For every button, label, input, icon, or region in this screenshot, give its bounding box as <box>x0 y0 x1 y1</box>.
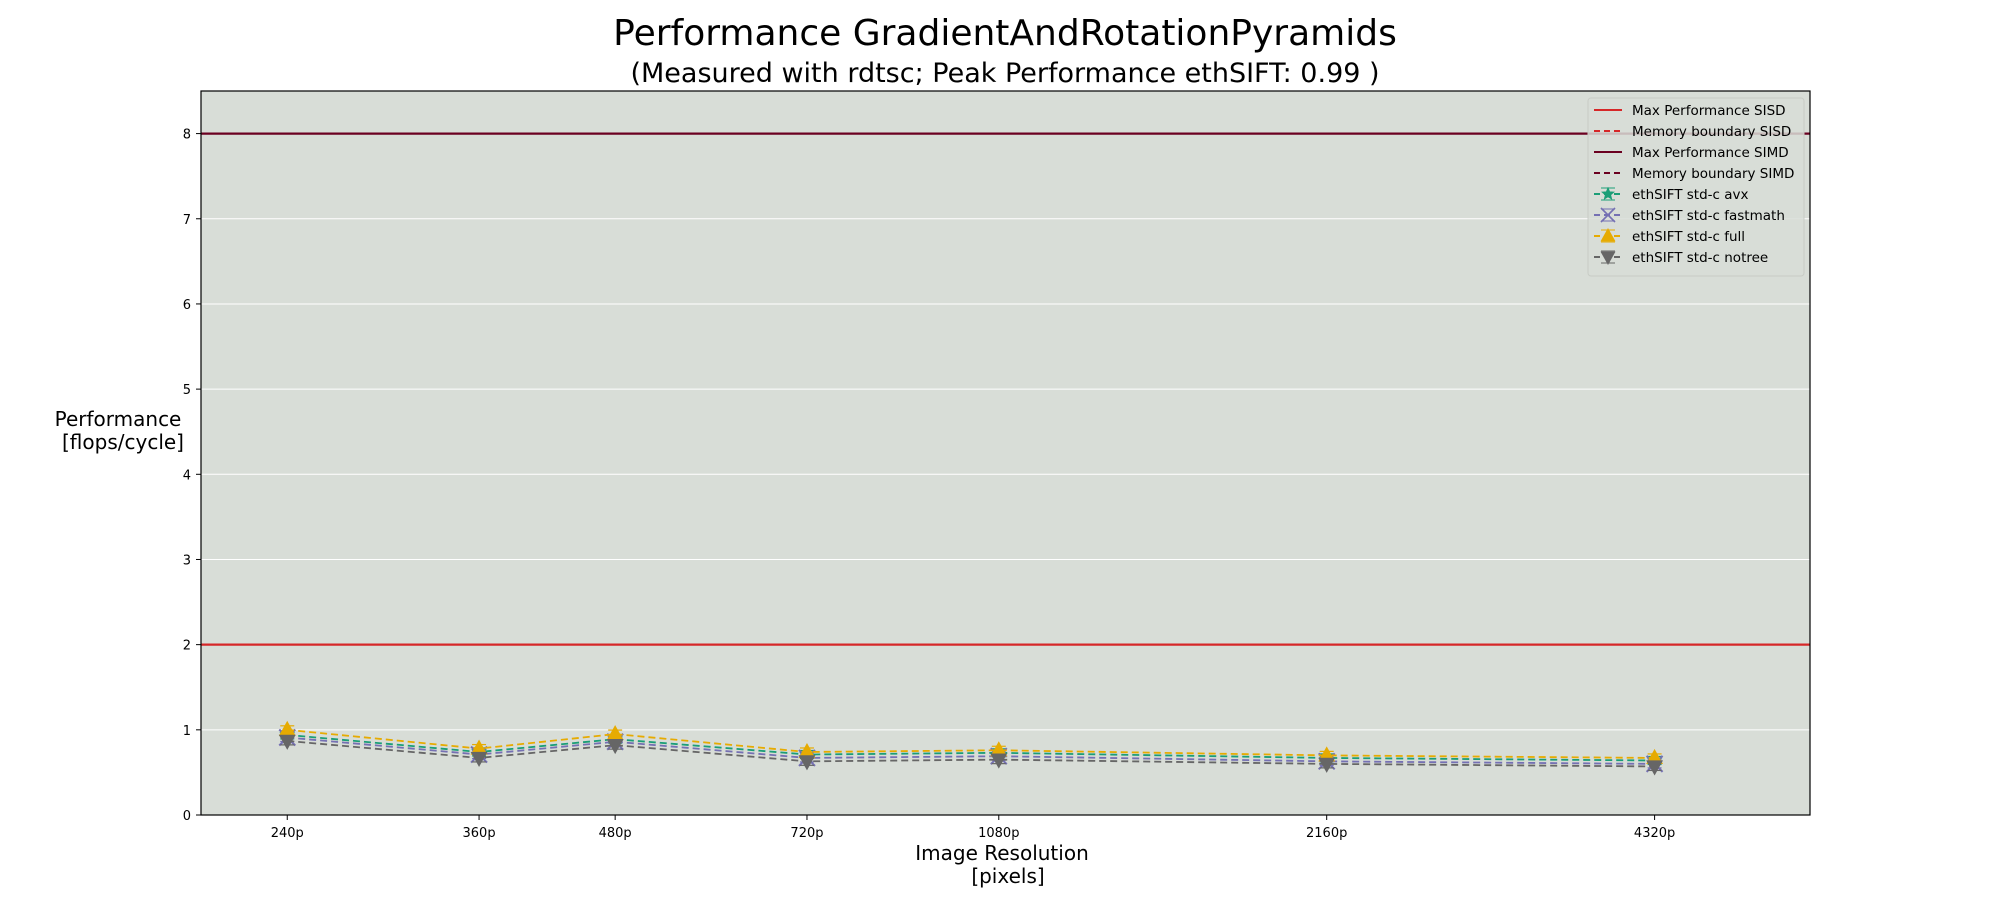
y-tick-label: 7 <box>183 213 191 228</box>
series-group <box>278 734 1664 776</box>
legend-label: Max Performance SISD <box>1632 103 1786 119</box>
y-axis-title-line2: [flops/cycle] <box>62 430 184 454</box>
legend-box <box>1587 97 1805 277</box>
x-axis-title-line2: [pixels] <box>971 864 1044 888</box>
y-tick-label: 6 <box>183 298 191 313</box>
y-tick-label: 3 <box>183 553 191 568</box>
legend-marker <box>1600 251 1616 266</box>
legend-label: ethSIFT std-c avx <box>1632 187 1749 203</box>
y-tick-label: 4 <box>183 468 191 483</box>
legend-entry: ethSIFT std-c fastmath <box>1594 207 1785 224</box>
y-tick-label: 1 <box>183 724 191 739</box>
legend-marker <box>1601 186 1615 200</box>
chart-subtitle: (Measured with rdtsc; Peak Performance e… <box>630 58 1379 89</box>
x-tick-label: 2160p <box>1306 826 1347 841</box>
x-tick-label: 720p <box>790 826 823 841</box>
legend: Max Performance SISD Memory boundary SISD… <box>1587 97 1805 277</box>
plot-area <box>201 91 1810 815</box>
data-point <box>798 755 816 771</box>
data-point <box>606 739 624 755</box>
legend-entry: Memory boundary SISD <box>1594 124 1791 140</box>
plot-frame <box>200 90 1811 816</box>
legend-entry: Max Performance SISD <box>1594 103 1786 119</box>
data-point <box>990 753 1008 769</box>
legend-marker <box>1600 207 1616 223</box>
legend-label: Max Performance SIMD <box>1632 145 1789 161</box>
data-point <box>1646 760 1664 776</box>
x-tick-label: 240p <box>271 826 304 841</box>
y-axis-title-line1: Performance <box>55 407 182 431</box>
legend-entry: ethSIFT std-c full <box>1594 227 1745 245</box>
y-axis: 0 1 2 3 4 5 6 7 8 <box>183 128 201 824</box>
y-tick-label: 8 <box>183 128 191 143</box>
y-tick-label: 5 <box>183 383 191 398</box>
data-point <box>1318 757 1336 773</box>
data-point <box>470 751 488 767</box>
legend-label: Memory boundary SIMD <box>1632 166 1794 182</box>
data-point <box>278 734 296 750</box>
y-tick-label: 0 <box>183 809 191 824</box>
x-axis: 240p 360p 480p 720p 1080p 2160p 4320p <box>271 815 1675 841</box>
x-tick-label: 4320p <box>1634 826 1675 841</box>
legend-label: ethSIFT std-c fastmath <box>1632 208 1785 224</box>
x-tick-label: 360p <box>463 826 496 841</box>
legend-label: ethSIFT std-c full <box>1632 229 1745 245</box>
legend-entry: Memory boundary SIMD <box>1594 166 1794 182</box>
y-tick-label: 2 <box>183 639 191 654</box>
x-tick-label: 480p <box>599 826 632 841</box>
legend-entry: ethSIFT std-c avx <box>1594 186 1749 203</box>
reference-lines <box>201 132 1810 646</box>
legend-label: ethSIFT std-c notree <box>1632 250 1768 266</box>
legend-marker <box>1600 227 1616 242</box>
x-tick-label: 1080p <box>978 826 1019 841</box>
series-layer <box>278 720 1664 776</box>
legend-entry: Max Performance SIMD <box>1594 145 1789 161</box>
legend-entry: ethSIFT std-c notree <box>1594 250 1768 266</box>
x-axis-title-line1: Image Resolution <box>915 841 1089 865</box>
chart-title: Performance GradientAndRotationPyramids <box>613 13 1397 54</box>
legend-label: Memory boundary SISD <box>1632 124 1791 140</box>
